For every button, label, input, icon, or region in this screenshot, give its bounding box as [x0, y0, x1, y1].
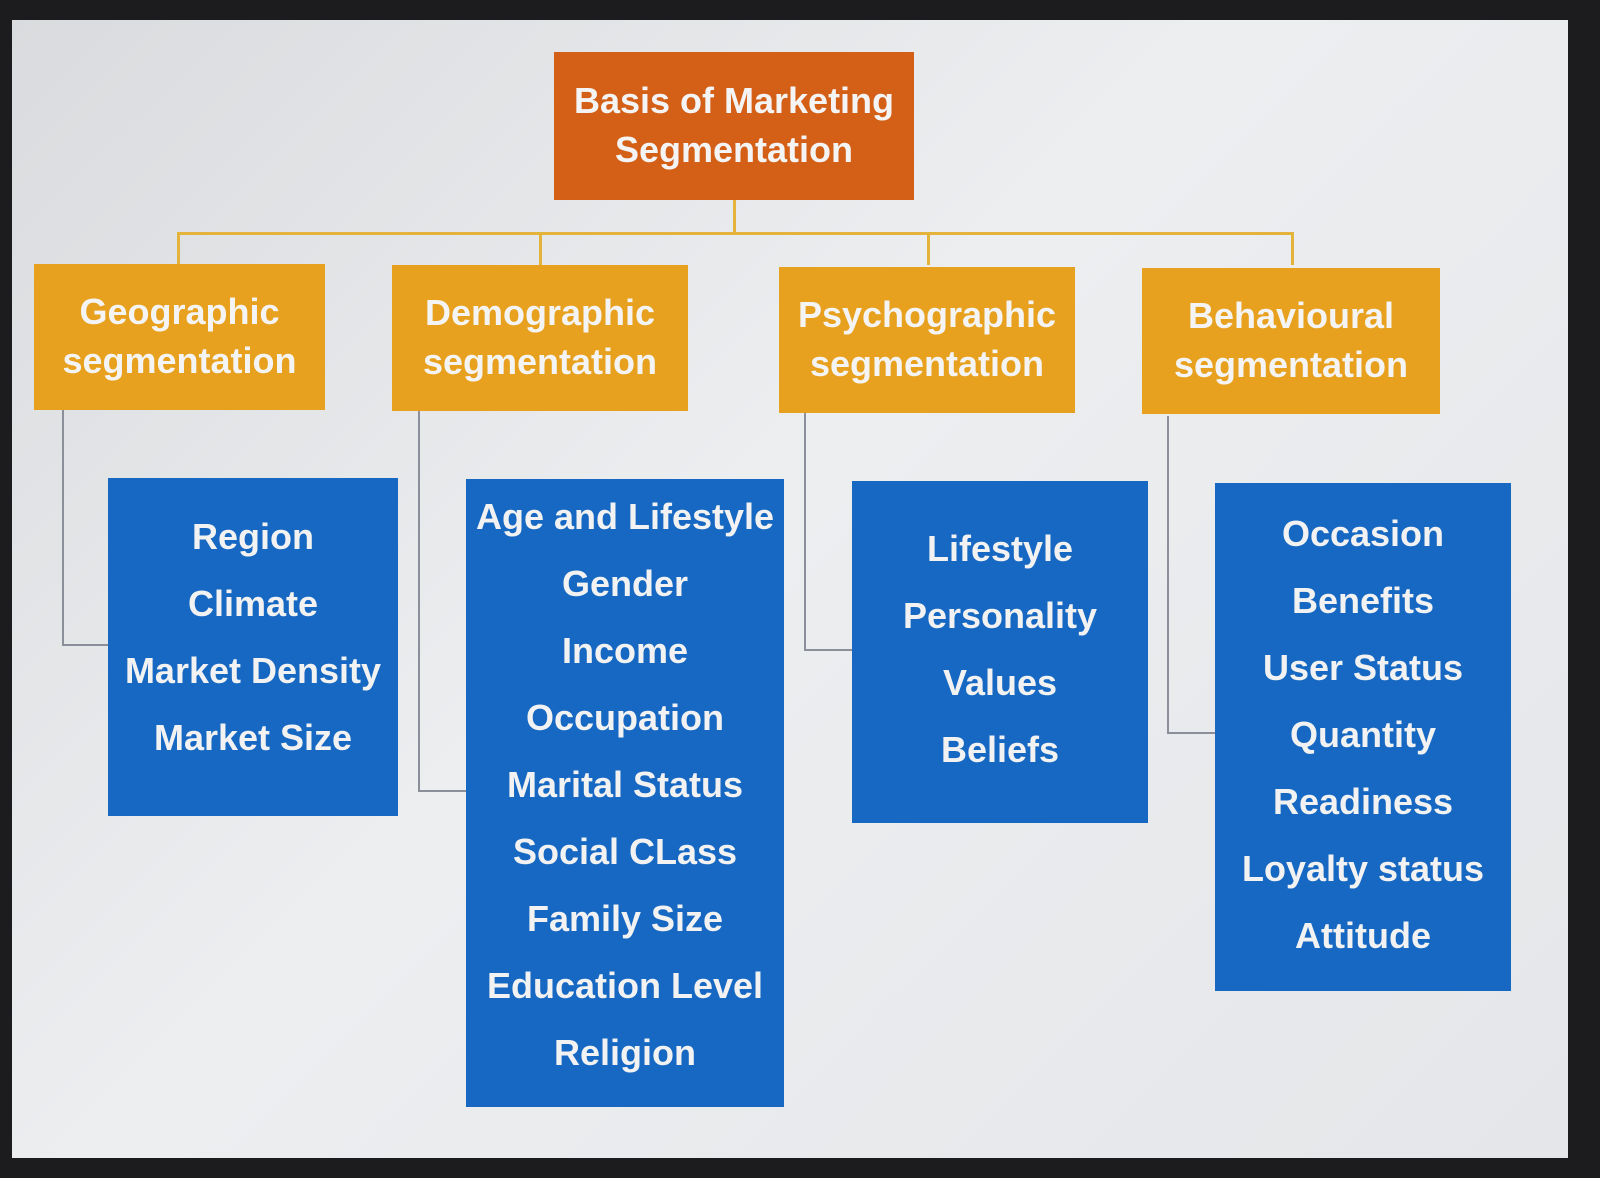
root-box: Basis of Marketing Segmentation	[554, 52, 914, 200]
list-item: Market Size	[153, 717, 353, 758]
demo-elbow-h	[418, 790, 466, 792]
geographic-box: Geographic segmentation	[34, 264, 325, 410]
behavioural-title-line2: segmentation	[1173, 344, 1409, 385]
behav-elbow-v	[1167, 416, 1169, 734]
list-item: Region	[192, 516, 314, 557]
list-item: Benefits	[1291, 580, 1435, 621]
list-item: Religion	[554, 1032, 696, 1073]
list-item: Occasion	[1281, 513, 1445, 554]
root-connector	[733, 200, 736, 235]
list-item: Occupation	[525, 697, 725, 738]
psychographic-title-line2: segmentation	[809, 343, 1045, 384]
demographic-box: Demographic segmentation	[392, 265, 688, 411]
list-item: Personality	[902, 595, 1098, 636]
geo-elbow-h	[62, 644, 108, 646]
list-item: Social CLass	[512, 831, 738, 872]
root-title-line2: Segmentation	[614, 129, 854, 170]
list-item: Attitude	[1295, 915, 1431, 956]
psychographic-title-line1: Psychographic	[797, 294, 1057, 336]
slide: Basis of Marketing Segmentation Geograph…	[12, 20, 1568, 1158]
behavioural-title-line1: Behavioural	[1187, 295, 1395, 337]
list-item: User Status	[1262, 647, 1464, 688]
demo-elbow-v	[418, 410, 420, 792]
list-item: Loyalty status	[1241, 848, 1485, 889]
list-item: Market Density	[124, 650, 382, 691]
psycho-elbow-h	[804, 649, 852, 651]
psycho-elbow-v	[804, 413, 806, 651]
list-item: Marital Status	[506, 764, 744, 805]
list-item: Beliefs	[940, 729, 1060, 770]
geo-connector	[177, 232, 180, 265]
behavioural-list: Occasion Benefits User Status Quantity R…	[1215, 483, 1511, 991]
geo-elbow-v	[62, 410, 64, 646]
psychographic-box: Psychographic segmentation	[779, 267, 1075, 413]
behavioural-box: Behavioural segmentation	[1142, 268, 1440, 414]
demographic-list: Age and Lifestyle Gender Income Occupati…	[466, 479, 784, 1107]
list-item: Quantity	[1289, 714, 1436, 755]
psychographic-list: Lifestyle Personality Values Beliefs	[852, 481, 1148, 823]
demographic-title-line1: Demographic	[424, 292, 656, 334]
list-item: Climate	[187, 583, 319, 624]
geographic-list: Region Climate Market Density Market Siz…	[108, 478, 398, 816]
list-item: Education Level	[486, 965, 764, 1006]
list-item: Values	[942, 662, 1058, 703]
demographic-title-line2: segmentation	[422, 341, 658, 382]
branch-connector	[177, 232, 1294, 235]
psycho-connector	[927, 232, 930, 265]
list-item: Family Size	[526, 898, 724, 939]
list-item: Income	[561, 630, 689, 671]
list-item: Gender	[561, 563, 689, 604]
list-item: Readiness	[1272, 781, 1454, 822]
root-title-line1: Basis of Marketing	[573, 80, 895, 122]
list-item: Age and Lifestyle	[475, 496, 775, 537]
behav-connector	[1291, 232, 1294, 265]
geographic-title-line2: segmentation	[62, 340, 297, 381]
geographic-title-line1: Geographic	[79, 291, 280, 333]
demo-connector	[539, 232, 542, 265]
behav-elbow-h	[1167, 732, 1215, 734]
list-item: Lifestyle	[926, 528, 1074, 569]
